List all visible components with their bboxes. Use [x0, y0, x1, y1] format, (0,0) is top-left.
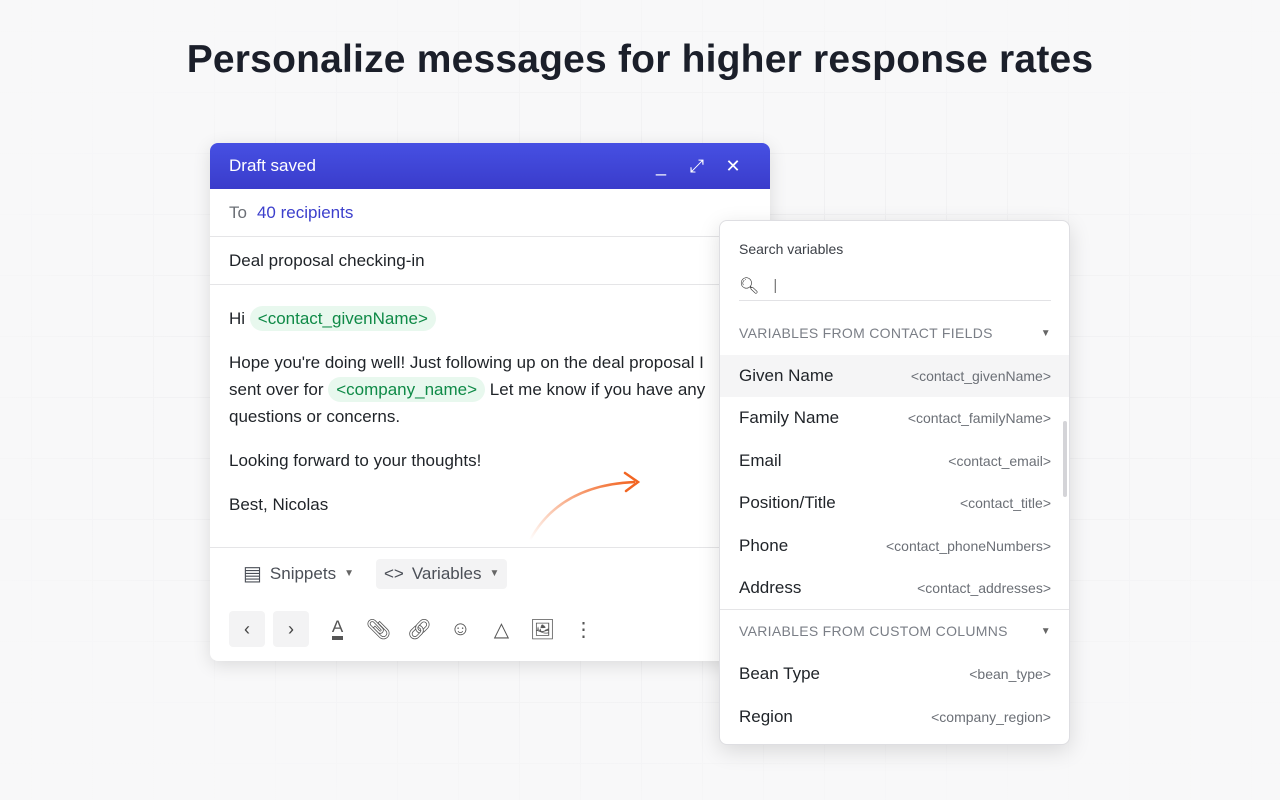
variable-item[interactable]: Bean Type <bean_type>: [739, 664, 1051, 683]
text-color-icon[interactable]: A: [317, 618, 358, 640]
next-button[interactable]: ›: [273, 611, 309, 647]
attachment-icon[interactable]: 📎︎: [365, 618, 392, 641]
caret-down-icon: ▼: [489, 568, 500, 579]
close-icon[interactable]: ✕: [725, 155, 741, 176]
section-title: VARIABLES FROM CONTACT FIELDS: [739, 325, 993, 341]
variables-label: Variables: [411, 563, 482, 583]
body-text: Hope you're doing well! Just following u…: [229, 353, 704, 372]
arrow-decoration: [528, 471, 641, 541]
search-value: |: [773, 277, 778, 294]
body-text: Looking forward to your thoughts!: [229, 451, 482, 470]
variable-chip[interactable]: <contact_givenName>: [249, 306, 436, 331]
variable-chip[interactable]: <company_name>: [328, 377, 486, 402]
variable-item[interactable]: Family Name <contact_familyName>: [739, 408, 1051, 427]
emoji-icon[interactable]: ☺: [450, 617, 471, 640]
link-icon[interactable]: 🔗︎: [406, 618, 433, 641]
snippets-button[interactable]: ▤ Snippets ▼: [235, 556, 362, 591]
expand-icon[interactable]: ⤢: [689, 155, 705, 176]
body-text: Let me know if you have any: [489, 380, 706, 399]
variable-item[interactable]: Address <contact_addresses>: [739, 578, 1051, 597]
drive-icon[interactable]: △: [493, 618, 510, 641]
recipients[interactable]: 40 recipients: [256, 202, 354, 222]
variable-item[interactable]: Email <contact_email>: [739, 451, 1051, 470]
section-custom-columns[interactable]: VARIABLES FROM CUSTOM COLUMNS ▼: [739, 623, 1051, 639]
subject-field[interactable]: Deal proposal checking-in: [210, 237, 770, 285]
subject-text: Deal proposal checking-in: [229, 250, 425, 270]
variable-item[interactable]: Phone <contact_phoneNumbers>: [739, 536, 1051, 555]
greeting: Hi: [229, 309, 246, 328]
section-contact-fields[interactable]: VARIABLES FROM CONTACT FIELDS ▼: [739, 325, 1051, 341]
body-text: sent over for: [229, 380, 324, 399]
variable-item[interactable]: Position/Title <contact_title>: [739, 493, 1051, 512]
variables-dropdown: Search variables 🔍︎ | VARIABLES FROM CONT…: [719, 220, 1070, 745]
variables-button[interactable]: <> Variables ▼: [375, 558, 508, 589]
compose-toolbar: ▤ Snippets ▼ <> Variables ▼ ‹ › A 📎︎ 🔗︎ ☺ △ …: [210, 547, 770, 647]
to-label: To: [229, 202, 247, 222]
prev-button[interactable]: ‹: [229, 611, 265, 647]
more-options-icon[interactable]: ⋮: [573, 618, 594, 641]
compose-header: Draft saved _ ⤢ ✕: [210, 143, 770, 189]
caret-down-icon: ▼: [344, 568, 354, 579]
snippets-label: Snippets: [269, 563, 337, 583]
search-icon: 🔍︎: [739, 277, 760, 295]
headline: Personalize messages for higher response…: [186, 38, 1094, 81]
code-icon: <>: [383, 563, 404, 583]
scrollbar[interactable]: [1063, 421, 1067, 497]
variable-item[interactable]: Given Name <contact_givenName>: [720, 355, 1069, 397]
snippets-icon: ▤: [243, 563, 262, 585]
search-input[interactable]: 🔍︎ |: [739, 271, 1051, 301]
message-body[interactable]: Hi <contact_givenName> Hope you're doing…: [210, 285, 770, 518]
minimize-icon[interactable]: _: [655, 155, 666, 176]
compose-title: Draft saved: [229, 156, 316, 175]
image-icon[interactable]: 🖼︎: [529, 618, 556, 641]
compose-window: Draft saved _ ⤢ ✕ To 40 recipients Deal …: [210, 143, 770, 661]
body-text: questions or concerns.: [229, 407, 401, 426]
caret-down-icon: ▼: [1040, 327, 1051, 339]
signature: Best, Nicolas: [229, 495, 329, 514]
divider: [720, 609, 1069, 610]
variable-item[interactable]: Region <company_region>: [739, 707, 1051, 726]
to-field[interactable]: To 40 recipients: [210, 189, 770, 237]
search-label: Search variables: [739, 241, 844, 257]
section-title: VARIABLES FROM CUSTOM COLUMNS: [739, 623, 1008, 639]
caret-down-icon: ▼: [1040, 625, 1051, 637]
